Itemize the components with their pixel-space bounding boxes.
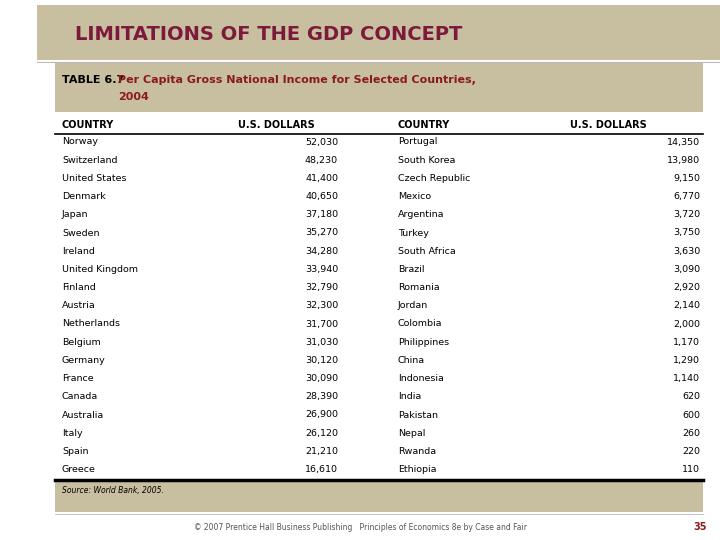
- Text: 35,270: 35,270: [305, 228, 338, 238]
- Text: U.S. DOLLARS: U.S. DOLLARS: [238, 120, 315, 130]
- Text: 16,610: 16,610: [305, 465, 338, 474]
- Text: 26,900: 26,900: [305, 410, 338, 420]
- Text: Philippines: Philippines: [398, 338, 449, 347]
- Text: Nepal: Nepal: [398, 429, 426, 438]
- Text: Netherlands: Netherlands: [62, 320, 120, 328]
- Text: Per Capita Gross National Income for Selected Countries,: Per Capita Gross National Income for Sel…: [118, 75, 476, 85]
- Text: 2,000: 2,000: [673, 320, 700, 328]
- Text: 30,090: 30,090: [305, 374, 338, 383]
- Text: India: India: [398, 392, 421, 401]
- Text: 34,280: 34,280: [305, 247, 338, 256]
- Text: 32,790: 32,790: [305, 283, 338, 292]
- Text: CHAPTER 19:  Measuring National Output
and National Income: CHAPTER 19: Measuring National Output an…: [8, 177, 30, 363]
- Text: Rwanda: Rwanda: [398, 447, 436, 456]
- Text: Romania: Romania: [398, 283, 440, 292]
- Text: 37,180: 37,180: [305, 210, 338, 219]
- Text: LIMITATIONS OF THE GDP CONCEPT: LIMITATIONS OF THE GDP CONCEPT: [75, 25, 462, 44]
- Text: 220: 220: [682, 447, 700, 456]
- Text: 48,230: 48,230: [305, 156, 338, 165]
- Text: 2,920: 2,920: [673, 283, 700, 292]
- Text: 6,770: 6,770: [673, 192, 700, 201]
- Text: Germany: Germany: [62, 356, 106, 365]
- Text: Italy: Italy: [62, 429, 83, 438]
- Text: Greece: Greece: [62, 465, 96, 474]
- Text: COUNTRY: COUNTRY: [62, 120, 114, 130]
- Text: 110: 110: [682, 465, 700, 474]
- Text: TABLE 6.7: TABLE 6.7: [62, 75, 125, 85]
- Text: 260: 260: [682, 429, 700, 438]
- Text: 52,030: 52,030: [305, 138, 338, 146]
- Text: COUNTRY: COUNTRY: [398, 120, 450, 130]
- Text: Belgium: Belgium: [62, 338, 101, 347]
- Text: Czech Republic: Czech Republic: [398, 174, 470, 183]
- Text: 33,940: 33,940: [305, 265, 338, 274]
- Text: 3,090: 3,090: [673, 265, 700, 274]
- Text: 13,980: 13,980: [667, 156, 700, 165]
- Text: Source: World Bank, 2005.: Source: World Bank, 2005.: [62, 487, 164, 495]
- Text: 3,720: 3,720: [673, 210, 700, 219]
- Text: 41,400: 41,400: [305, 174, 338, 183]
- Bar: [55, 62, 703, 112]
- Text: Denmark: Denmark: [62, 192, 106, 201]
- Text: 35: 35: [693, 522, 707, 532]
- Text: Sweden: Sweden: [62, 228, 99, 238]
- Text: 600: 600: [682, 410, 700, 420]
- Text: 9,150: 9,150: [673, 174, 700, 183]
- Text: Finland: Finland: [62, 283, 96, 292]
- Text: 2,140: 2,140: [673, 301, 700, 310]
- Text: 40,650: 40,650: [305, 192, 338, 201]
- Text: 26,120: 26,120: [305, 429, 338, 438]
- Text: 1,290: 1,290: [673, 356, 700, 365]
- Text: Canada: Canada: [62, 392, 98, 401]
- Text: United States: United States: [62, 174, 127, 183]
- Text: France: France: [62, 374, 94, 383]
- Text: United Kingdom: United Kingdom: [62, 265, 138, 274]
- Text: 32,300: 32,300: [305, 301, 338, 310]
- Text: © 2007 Prentice Hall Business Publishing   Principles of Economics 8e by Case an: © 2007 Prentice Hall Business Publishing…: [194, 523, 526, 531]
- Text: U.S. DOLLARS: U.S. DOLLARS: [570, 120, 647, 130]
- Bar: [55, 480, 703, 512]
- Text: Jordan: Jordan: [398, 301, 428, 310]
- Text: Turkey: Turkey: [398, 228, 429, 238]
- Text: 31,700: 31,700: [305, 320, 338, 328]
- Text: 30,120: 30,120: [305, 356, 338, 365]
- Text: Austria: Austria: [62, 301, 96, 310]
- Text: 31,030: 31,030: [305, 338, 338, 347]
- Text: Ireland: Ireland: [62, 247, 95, 256]
- Text: Switzerland: Switzerland: [62, 156, 117, 165]
- Text: 28,390: 28,390: [305, 392, 338, 401]
- Text: Mexico: Mexico: [398, 192, 431, 201]
- Text: 3,750: 3,750: [673, 228, 700, 238]
- Text: 21,210: 21,210: [305, 447, 338, 456]
- Text: Argentina: Argentina: [398, 210, 444, 219]
- Text: 1,140: 1,140: [673, 374, 700, 383]
- Text: South Africa: South Africa: [398, 247, 456, 256]
- Text: 14,350: 14,350: [667, 138, 700, 146]
- Text: Colombia: Colombia: [398, 320, 443, 328]
- Text: Ethiopia: Ethiopia: [398, 465, 436, 474]
- Text: South Korea: South Korea: [398, 156, 455, 165]
- Text: 1,170: 1,170: [673, 338, 700, 347]
- Text: Australia: Australia: [62, 410, 104, 420]
- Text: 620: 620: [682, 392, 700, 401]
- Text: Spain: Spain: [62, 447, 89, 456]
- Text: Indonesia: Indonesia: [398, 374, 444, 383]
- Text: China: China: [398, 356, 425, 365]
- Text: 3,630: 3,630: [672, 247, 700, 256]
- Text: Portugal: Portugal: [398, 138, 437, 146]
- Text: Japan: Japan: [62, 210, 89, 219]
- Text: Brazil: Brazil: [398, 265, 425, 274]
- Bar: [37, 5, 720, 60]
- Text: Norway: Norway: [62, 138, 98, 146]
- Text: Pakistan: Pakistan: [398, 410, 438, 420]
- Text: 2004: 2004: [118, 92, 149, 102]
